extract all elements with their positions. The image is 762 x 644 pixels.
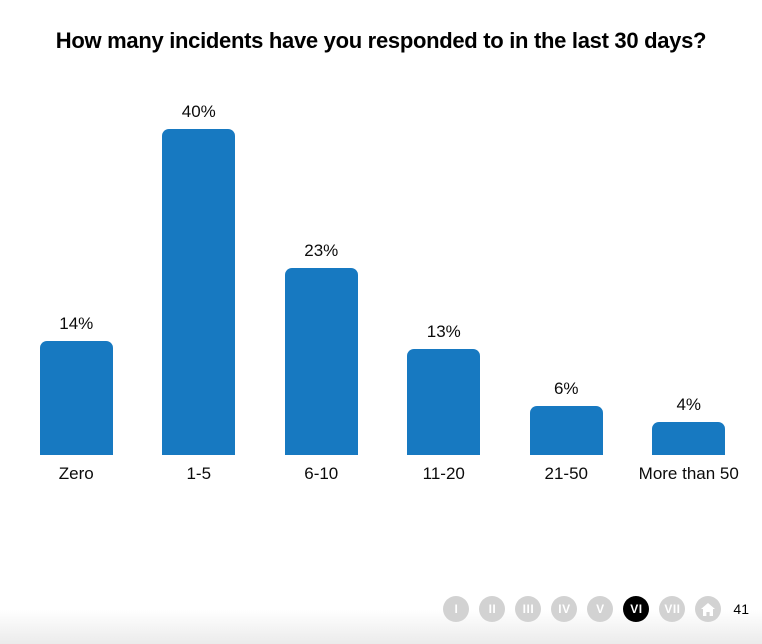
chart-column: 13% 11-20	[383, 322, 506, 492]
page-dot-III[interactable]: III	[515, 596, 542, 622]
bar-category-label: 21-50	[544, 463, 588, 483]
bar-category-label: 6-10	[304, 463, 339, 483]
bar-value-label: 40%	[181, 102, 216, 121]
page-dot-label: VII	[664, 602, 681, 616]
chart-column: 40% 1-5	[138, 102, 261, 492]
bar-value-label: 23%	[304, 241, 339, 260]
page-dot-II[interactable]: II	[479, 596, 506, 622]
home-button[interactable]	[695, 596, 722, 622]
bar-category-label: 11-20	[422, 463, 465, 483]
page-dot-label: II	[488, 602, 497, 616]
pagination: I II III IV V VI VII 41	[443, 596, 749, 622]
chart-column: 23% 6-10	[260, 241, 383, 492]
page-dot-V[interactable]: V	[587, 596, 614, 622]
page-dot-label: VI	[630, 602, 643, 616]
bar	[162, 129, 236, 455]
page-title: How many incidents have you responded to…	[55, 27, 707, 53]
bar-value-label: 6%	[553, 379, 579, 398]
page-dot-VI[interactable]: VI	[623, 596, 650, 622]
bar	[407, 349, 481, 455]
page-dot-label: I	[454, 602, 459, 616]
chart-column: 6% 21-50	[505, 379, 628, 492]
page-dot-VII[interactable]: VII	[659, 596, 686, 622]
bar	[529, 406, 603, 455]
page-dot-label: III	[522, 602, 535, 616]
chart-column: 14% Zero	[15, 314, 138, 492]
page-number: 41	[733, 601, 749, 617]
bar-value-label: 4%	[676, 395, 702, 414]
bar-category-label: Zero	[58, 463, 94, 483]
chart-column: 4% More than 50	[628, 395, 751, 492]
bar-category-label: More than 50	[638, 463, 739, 483]
bar-chart: 14% Zero 40% 1-5 23% 6-10 13% 11-20 6% 21-50 4% Mor…	[15, 0, 750, 492]
home-icon	[701, 602, 716, 616]
page-dot-IV[interactable]: IV	[551, 596, 578, 622]
bar-category-label: 1-5	[186, 463, 212, 483]
page-dot-I[interactable]: I	[443, 596, 470, 622]
bar-value-label: 13%	[426, 322, 461, 341]
bar	[284, 268, 358, 455]
page-dot-label: IV	[558, 602, 571, 616]
page-dot-label: V	[596, 602, 605, 616]
bar	[652, 422, 726, 455]
bar	[39, 341, 113, 455]
bar-value-label: 14%	[59, 314, 94, 333]
